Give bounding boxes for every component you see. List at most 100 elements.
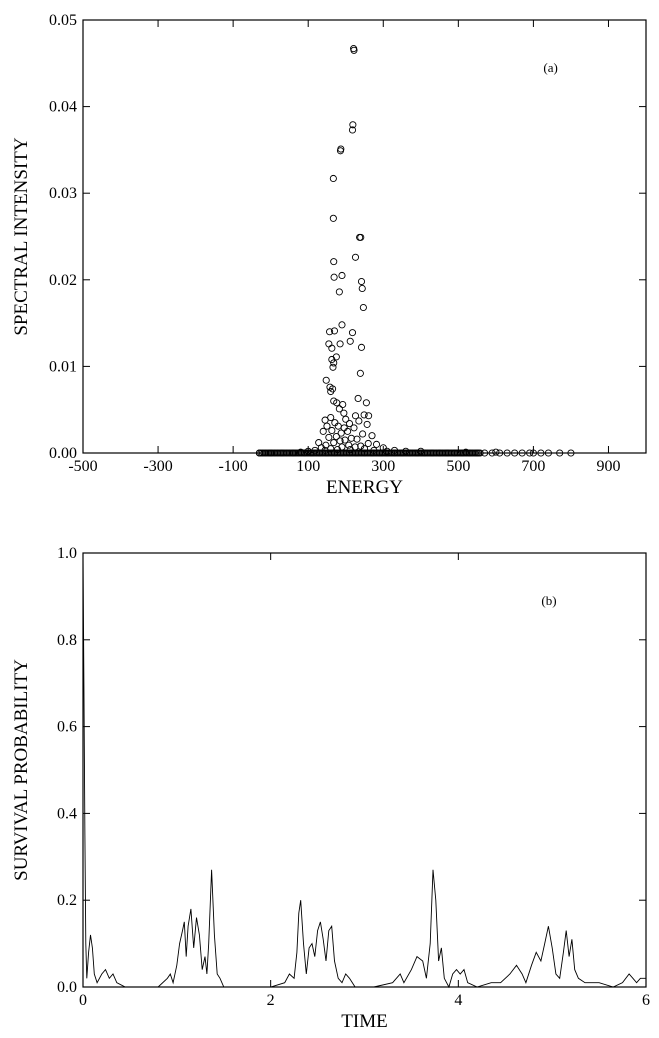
scatter-point: [329, 174, 337, 183]
scatter-point: [347, 434, 355, 442]
y-axis-title-b: SURVIVAL PROBABILITY: [11, 659, 32, 881]
y-tick-label: 0.2: [57, 892, 77, 909]
plot-frame-a: [82, 19, 647, 454]
scatter-point: [365, 412, 373, 420]
scatter-point: [360, 411, 368, 419]
plot-frame-b: [82, 552, 647, 988]
scatter-point: [364, 439, 372, 448]
scatter-point: [346, 337, 354, 345]
scatter-point: [359, 303, 367, 312]
scatter-point: [340, 409, 348, 417]
scatter-point: [321, 446, 329, 454]
scatter-point: [337, 429, 345, 437]
x-tick-label: -100: [218, 458, 247, 475]
x-tick-label: 2: [267, 992, 275, 1009]
scatter-point: [304, 447, 312, 455]
y-tick-label: 0.6: [57, 719, 77, 736]
scatter-point: [390, 446, 399, 454]
scatter-point: [417, 447, 425, 455]
x-tick-label: -500: [68, 458, 97, 475]
baseline-point: [511, 449, 519, 457]
scatter-point: [362, 399, 370, 407]
baseline-point: [544, 449, 552, 457]
x-tick-label: 100: [296, 458, 320, 475]
x-axis-b: 0 2 4 6: [79, 553, 650, 1009]
x-axis-a: -500 -300 -100 100 300 500 700 900: [68, 20, 620, 475]
scatter-point: [462, 448, 470, 456]
y-axis-a: 0.00 0.01 0.02 0.03 0.04 0.05: [49, 12, 646, 462]
scatter-point: [317, 444, 325, 452]
scatter-point: [351, 253, 360, 261]
scatter-points-a: [255, 45, 575, 457]
y-axis-b: 0.0 0.2 0.4 0.6 0.8 1.0: [57, 545, 646, 996]
x-axis-title-a: ENERGY: [326, 477, 403, 498]
scatter-point: [326, 328, 334, 336]
scatter-point: [335, 405, 343, 413]
scatter-point: [356, 369, 364, 377]
y-tick-label: 0.4: [57, 805, 77, 822]
scatter-point: [360, 445, 369, 453]
scatter-point: [345, 420, 354, 428]
x-tick-label: 500: [446, 458, 470, 475]
scatter-point: [344, 427, 352, 435]
scatter-point: [338, 271, 346, 280]
scatter-point: [351, 412, 360, 420]
x-tick-label: 900: [596, 458, 620, 475]
scatter-point: [333, 445, 342, 454]
scatter-point: [330, 258, 338, 266]
y-tick-label: 0.04: [49, 99, 77, 116]
scatter-point: [325, 340, 333, 348]
baseline-point: [496, 449, 504, 457]
scatter-point: [322, 376, 330, 384]
scatter-point: [342, 415, 350, 423]
scatter-point: [341, 436, 349, 444]
baseline-point: [476, 449, 484, 457]
panel-label-a: (a): [543, 60, 557, 75]
scatter-point: [348, 126, 357, 134]
baseline-point: [488, 449, 496, 457]
scatter-point: [328, 355, 336, 364]
baseline-point: [518, 449, 526, 457]
scatter-point: [297, 448, 305, 456]
scatter-point: [327, 387, 335, 396]
scatter-point: [350, 46, 358, 54]
scatter-point: [402, 447, 410, 455]
x-tick-label: 0: [79, 992, 87, 1009]
scatter-point: [346, 445, 354, 454]
scatter-point: [330, 359, 338, 367]
scatter-point: [311, 446, 319, 454]
y-tick-label: 0.0: [57, 979, 77, 996]
x-tick-label: 700: [521, 458, 545, 475]
scatter-point: [338, 321, 346, 329]
scatter-point: [358, 284, 366, 293]
scatter-point: [330, 273, 338, 281]
x-tick-label: 6: [642, 992, 650, 1009]
scatter-point: [363, 420, 371, 428]
scatter-point: [328, 426, 336, 435]
scatter-point: [331, 419, 339, 427]
x-tick-label: -300: [143, 458, 172, 475]
scatter-point: [349, 121, 357, 129]
scatter-point: [350, 424, 358, 432]
scatter-point: [345, 441, 353, 449]
baseline-point: [556, 449, 564, 457]
scatter-point: [357, 233, 365, 241]
scatter-point: [355, 417, 363, 425]
scatter-point: [330, 439, 338, 447]
scatter-point: [334, 422, 342, 430]
y-tick-label: 1.0: [57, 545, 77, 562]
scatter-point: [329, 214, 337, 222]
y-axis-title-a: SPECTRAL INTENSITY: [11, 137, 32, 336]
baseline-point: [503, 449, 511, 457]
scatter-point: [353, 435, 361, 443]
x-axis-title-b: TIME: [341, 1011, 387, 1032]
scatter-point: [329, 363, 337, 371]
y-tick-label: 0.05: [49, 12, 77, 29]
scatter-point: [372, 440, 381, 448]
scatter-point: [321, 416, 329, 424]
survival-curve: [82, 552, 646, 989]
scatter-point: [348, 329, 357, 337]
x-tick-label: 4: [454, 992, 462, 1009]
scatter-point: [370, 446, 378, 454]
